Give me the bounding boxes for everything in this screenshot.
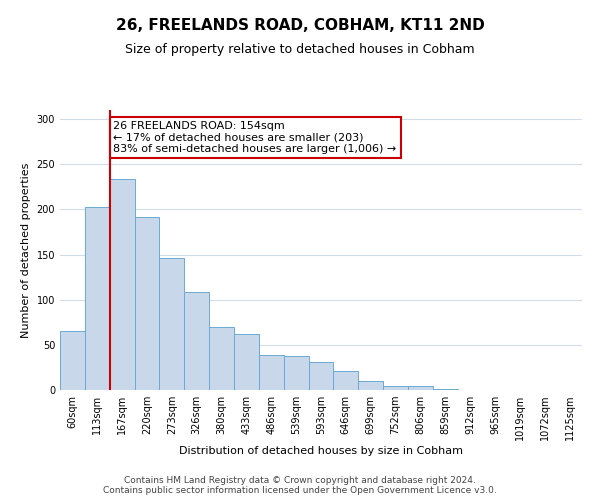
X-axis label: Distribution of detached houses by size in Cobham: Distribution of detached houses by size … bbox=[179, 446, 463, 456]
Bar bbox=[85, 206, 110, 390]
Bar bbox=[308, 362, 334, 390]
Bar bbox=[160, 258, 184, 390]
Bar bbox=[358, 381, 383, 390]
Text: Contains HM Land Registry data © Crown copyright and database right 2024.: Contains HM Land Registry data © Crown c… bbox=[124, 476, 476, 485]
Bar bbox=[334, 371, 358, 390]
Bar bbox=[383, 386, 408, 390]
Bar bbox=[110, 178, 134, 390]
Bar bbox=[408, 386, 433, 390]
Bar bbox=[259, 355, 284, 390]
Bar bbox=[433, 389, 458, 390]
Bar bbox=[284, 356, 308, 390]
Y-axis label: Number of detached properties: Number of detached properties bbox=[21, 162, 31, 338]
Text: Contains public sector information licensed under the Open Government Licence v3: Contains public sector information licen… bbox=[103, 486, 497, 495]
Bar bbox=[60, 332, 85, 390]
Bar bbox=[209, 327, 234, 390]
Text: Size of property relative to detached houses in Cobham: Size of property relative to detached ho… bbox=[125, 42, 475, 56]
Text: 26 FREELANDS ROAD: 154sqm
← 17% of detached houses are smaller (203)
83% of semi: 26 FREELANDS ROAD: 154sqm ← 17% of detac… bbox=[113, 121, 397, 154]
Text: 26, FREELANDS ROAD, COBHAM, KT11 2ND: 26, FREELANDS ROAD, COBHAM, KT11 2ND bbox=[116, 18, 484, 32]
Bar bbox=[184, 292, 209, 390]
Bar bbox=[134, 218, 160, 390]
Bar bbox=[234, 334, 259, 390]
